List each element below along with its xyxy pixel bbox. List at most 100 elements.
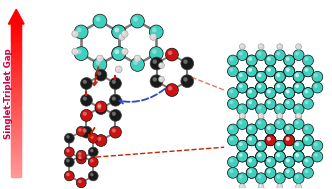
Circle shape [293, 140, 304, 151]
Circle shape [114, 49, 119, 54]
Circle shape [265, 66, 276, 77]
Circle shape [256, 104, 267, 115]
Circle shape [302, 167, 313, 178]
Circle shape [118, 33, 125, 40]
Circle shape [286, 90, 290, 93]
Circle shape [265, 55, 276, 66]
Circle shape [304, 159, 308, 162]
Bar [11, 85, 21, 87]
Circle shape [246, 167, 257, 178]
Bar [11, 115, 21, 118]
Circle shape [275, 82, 285, 93]
Circle shape [295, 113, 301, 119]
Circle shape [293, 140, 304, 151]
Circle shape [256, 82, 267, 93]
Bar [11, 58, 21, 61]
Circle shape [284, 66, 294, 77]
Circle shape [78, 180, 82, 183]
Circle shape [275, 71, 285, 82]
Bar [11, 100, 21, 103]
Circle shape [284, 167, 294, 178]
Circle shape [258, 142, 261, 146]
Circle shape [115, 66, 122, 73]
Circle shape [239, 142, 243, 146]
Circle shape [227, 88, 238, 98]
Circle shape [267, 137, 271, 141]
Circle shape [265, 135, 276, 146]
Circle shape [304, 169, 308, 173]
Circle shape [78, 128, 82, 132]
Circle shape [81, 109, 92, 121]
Bar [11, 26, 21, 28]
Circle shape [258, 44, 264, 50]
Circle shape [295, 142, 299, 146]
Circle shape [110, 109, 122, 121]
Circle shape [158, 63, 164, 68]
Bar [11, 96, 21, 99]
Circle shape [246, 66, 257, 77]
Circle shape [256, 173, 267, 184]
Circle shape [66, 149, 70, 152]
Circle shape [267, 68, 271, 72]
Circle shape [239, 153, 243, 157]
Circle shape [277, 84, 280, 88]
Circle shape [314, 73, 318, 77]
Circle shape [267, 159, 271, 162]
Circle shape [258, 84, 261, 88]
Circle shape [112, 25, 125, 39]
Circle shape [295, 84, 299, 88]
Circle shape [302, 135, 313, 146]
Circle shape [284, 55, 294, 66]
Circle shape [295, 73, 299, 77]
Bar [11, 109, 21, 112]
Circle shape [267, 100, 271, 104]
Circle shape [275, 82, 285, 93]
Circle shape [240, 116, 242, 118]
Circle shape [302, 156, 313, 167]
Circle shape [83, 128, 87, 132]
Circle shape [267, 57, 271, 61]
Circle shape [72, 48, 79, 55]
Circle shape [258, 115, 264, 121]
Circle shape [265, 124, 276, 135]
Circle shape [286, 169, 290, 173]
Circle shape [277, 113, 283, 119]
Circle shape [295, 84, 299, 88]
Circle shape [248, 90, 252, 93]
Circle shape [258, 142, 261, 146]
Circle shape [135, 56, 138, 59]
Circle shape [181, 57, 194, 70]
Circle shape [295, 121, 299, 124]
Circle shape [293, 119, 304, 129]
Bar [11, 142, 21, 145]
Circle shape [259, 114, 261, 116]
Bar [11, 45, 21, 47]
Circle shape [246, 135, 257, 146]
Circle shape [166, 48, 178, 61]
Circle shape [284, 124, 294, 135]
Circle shape [258, 153, 261, 157]
Circle shape [295, 84, 299, 88]
Circle shape [227, 167, 238, 178]
Circle shape [258, 84, 261, 88]
Circle shape [248, 159, 252, 162]
Circle shape [248, 100, 252, 104]
Circle shape [258, 175, 261, 179]
Circle shape [248, 68, 252, 72]
Circle shape [295, 153, 299, 157]
Bar [11, 151, 21, 154]
Circle shape [77, 49, 82, 54]
Circle shape [275, 119, 285, 129]
Circle shape [246, 55, 257, 66]
Circle shape [277, 84, 280, 88]
Circle shape [246, 66, 257, 77]
Circle shape [267, 68, 271, 72]
Circle shape [295, 153, 299, 157]
Bar [11, 90, 21, 93]
Bar [11, 77, 21, 80]
Circle shape [112, 97, 116, 101]
Circle shape [258, 153, 261, 157]
Circle shape [265, 167, 276, 178]
Circle shape [248, 159, 252, 162]
Circle shape [98, 56, 100, 59]
